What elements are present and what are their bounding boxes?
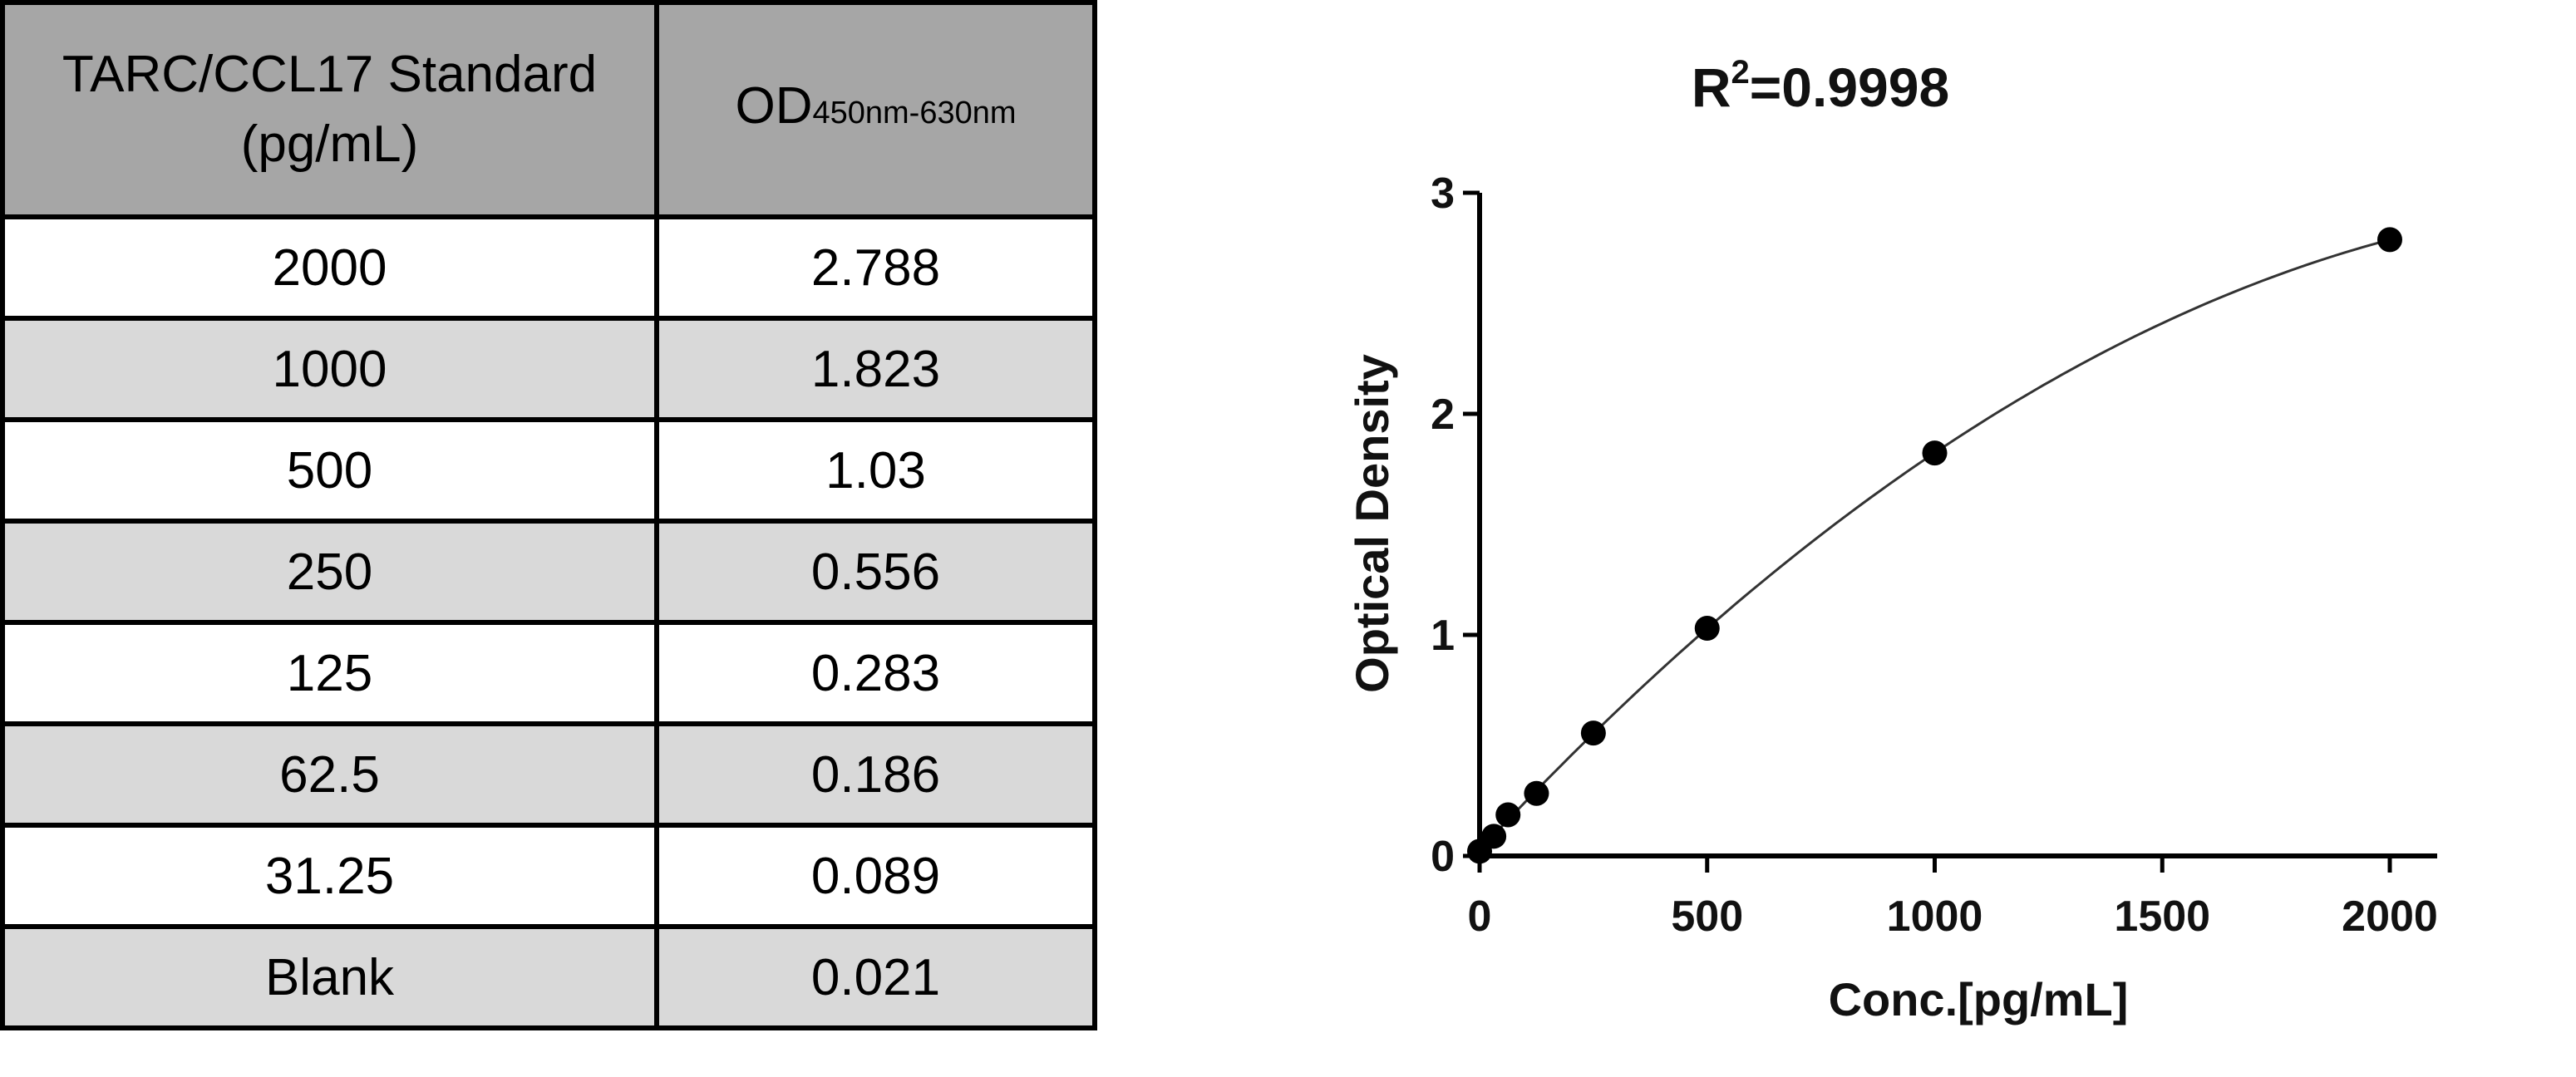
cell-od: 0.089 [654,823,1097,929]
header-standard-line1: TARC/CCL17 Standard [62,46,598,103]
y-axis-label: Optical Density [1346,354,1398,693]
data-point [1694,616,1720,642]
cell-standard: 62.5 [0,721,659,828]
table-row: Blank 0.021 [0,924,1097,1030]
cell-od: 0.283 [654,620,1097,726]
x-tick-label: 1500 [2114,893,2210,941]
standard-curve-chart: R2=0.9998 0 500 1000 1500 2000 0 1 2 3 Conc.[pg/… [1346,54,2438,1025]
table-row: 31.25 0.089 [0,823,1097,929]
cell-standard: Blank [0,924,659,1030]
data-point [1495,802,1521,828]
x-axis-label: Conc.[pg/mL] [1829,973,2129,1025]
table-row: 125 0.283 [0,620,1097,726]
table-row: 500 1.03 [0,417,1097,524]
data-point [1580,720,1606,746]
cell-od: 0.556 [654,519,1097,625]
x-tick-label: 500 [1671,893,1743,941]
cell-od: 0.021 [654,924,1097,1030]
header-standard-line2: (pg/mL) [240,116,419,173]
data-points [1467,227,2402,864]
cell-standard: 250 [0,519,659,625]
data-point [1524,780,1549,806]
header-od-sub: 450nm-630nm [812,96,1017,130]
x-tick-label: 2000 [2342,893,2438,941]
data-point [1922,440,1948,466]
fit-curve-line [1478,238,2391,852]
cell-standard: 125 [0,620,659,726]
y-tick-label: 1 [1431,612,1455,660]
table-row: 62.5 0.186 [0,721,1097,828]
cell-od: 1.03 [654,417,1097,524]
header-od: OD450nm-630nm [654,0,1097,219]
header-od-main: OD [735,77,813,135]
cell-standard: 500 [0,417,659,524]
header-standard: TARC/CCL17 Standard (pg/mL) [0,0,659,219]
chart-axes: 0 500 1000 1500 2000 0 1 2 3 [1431,170,2438,941]
table-row: 250 0.556 [0,519,1097,625]
standard-table: TARC/CCL17 Standard (pg/mL) OD450nm-630n… [0,0,1097,1030]
cell-standard: 2000 [0,214,659,321]
chart-title: R2=0.9998 [1692,54,1949,118]
x-tick-label: 1000 [1887,893,1983,941]
x-tick-label: 0 [1468,893,1492,941]
table-row: 1000 1.823 [0,316,1097,422]
data-point [2377,227,2402,253]
cell-od: 1.823 [654,316,1097,422]
y-tick-label: 0 [1431,833,1455,881]
cell-od: 0.186 [654,721,1097,828]
y-tick-label: 3 [1431,170,1455,218]
cell-standard: 1000 [0,316,659,422]
data-point [1481,824,1507,849]
table-header-row: TARC/CCL17 Standard (pg/mL) OD450nm-630n… [0,0,1097,219]
y-tick-label: 2 [1431,391,1455,439]
table-row: 2000 2.788 [0,214,1097,321]
cell-od: 2.788 [654,214,1097,321]
cell-standard: 31.25 [0,823,659,929]
